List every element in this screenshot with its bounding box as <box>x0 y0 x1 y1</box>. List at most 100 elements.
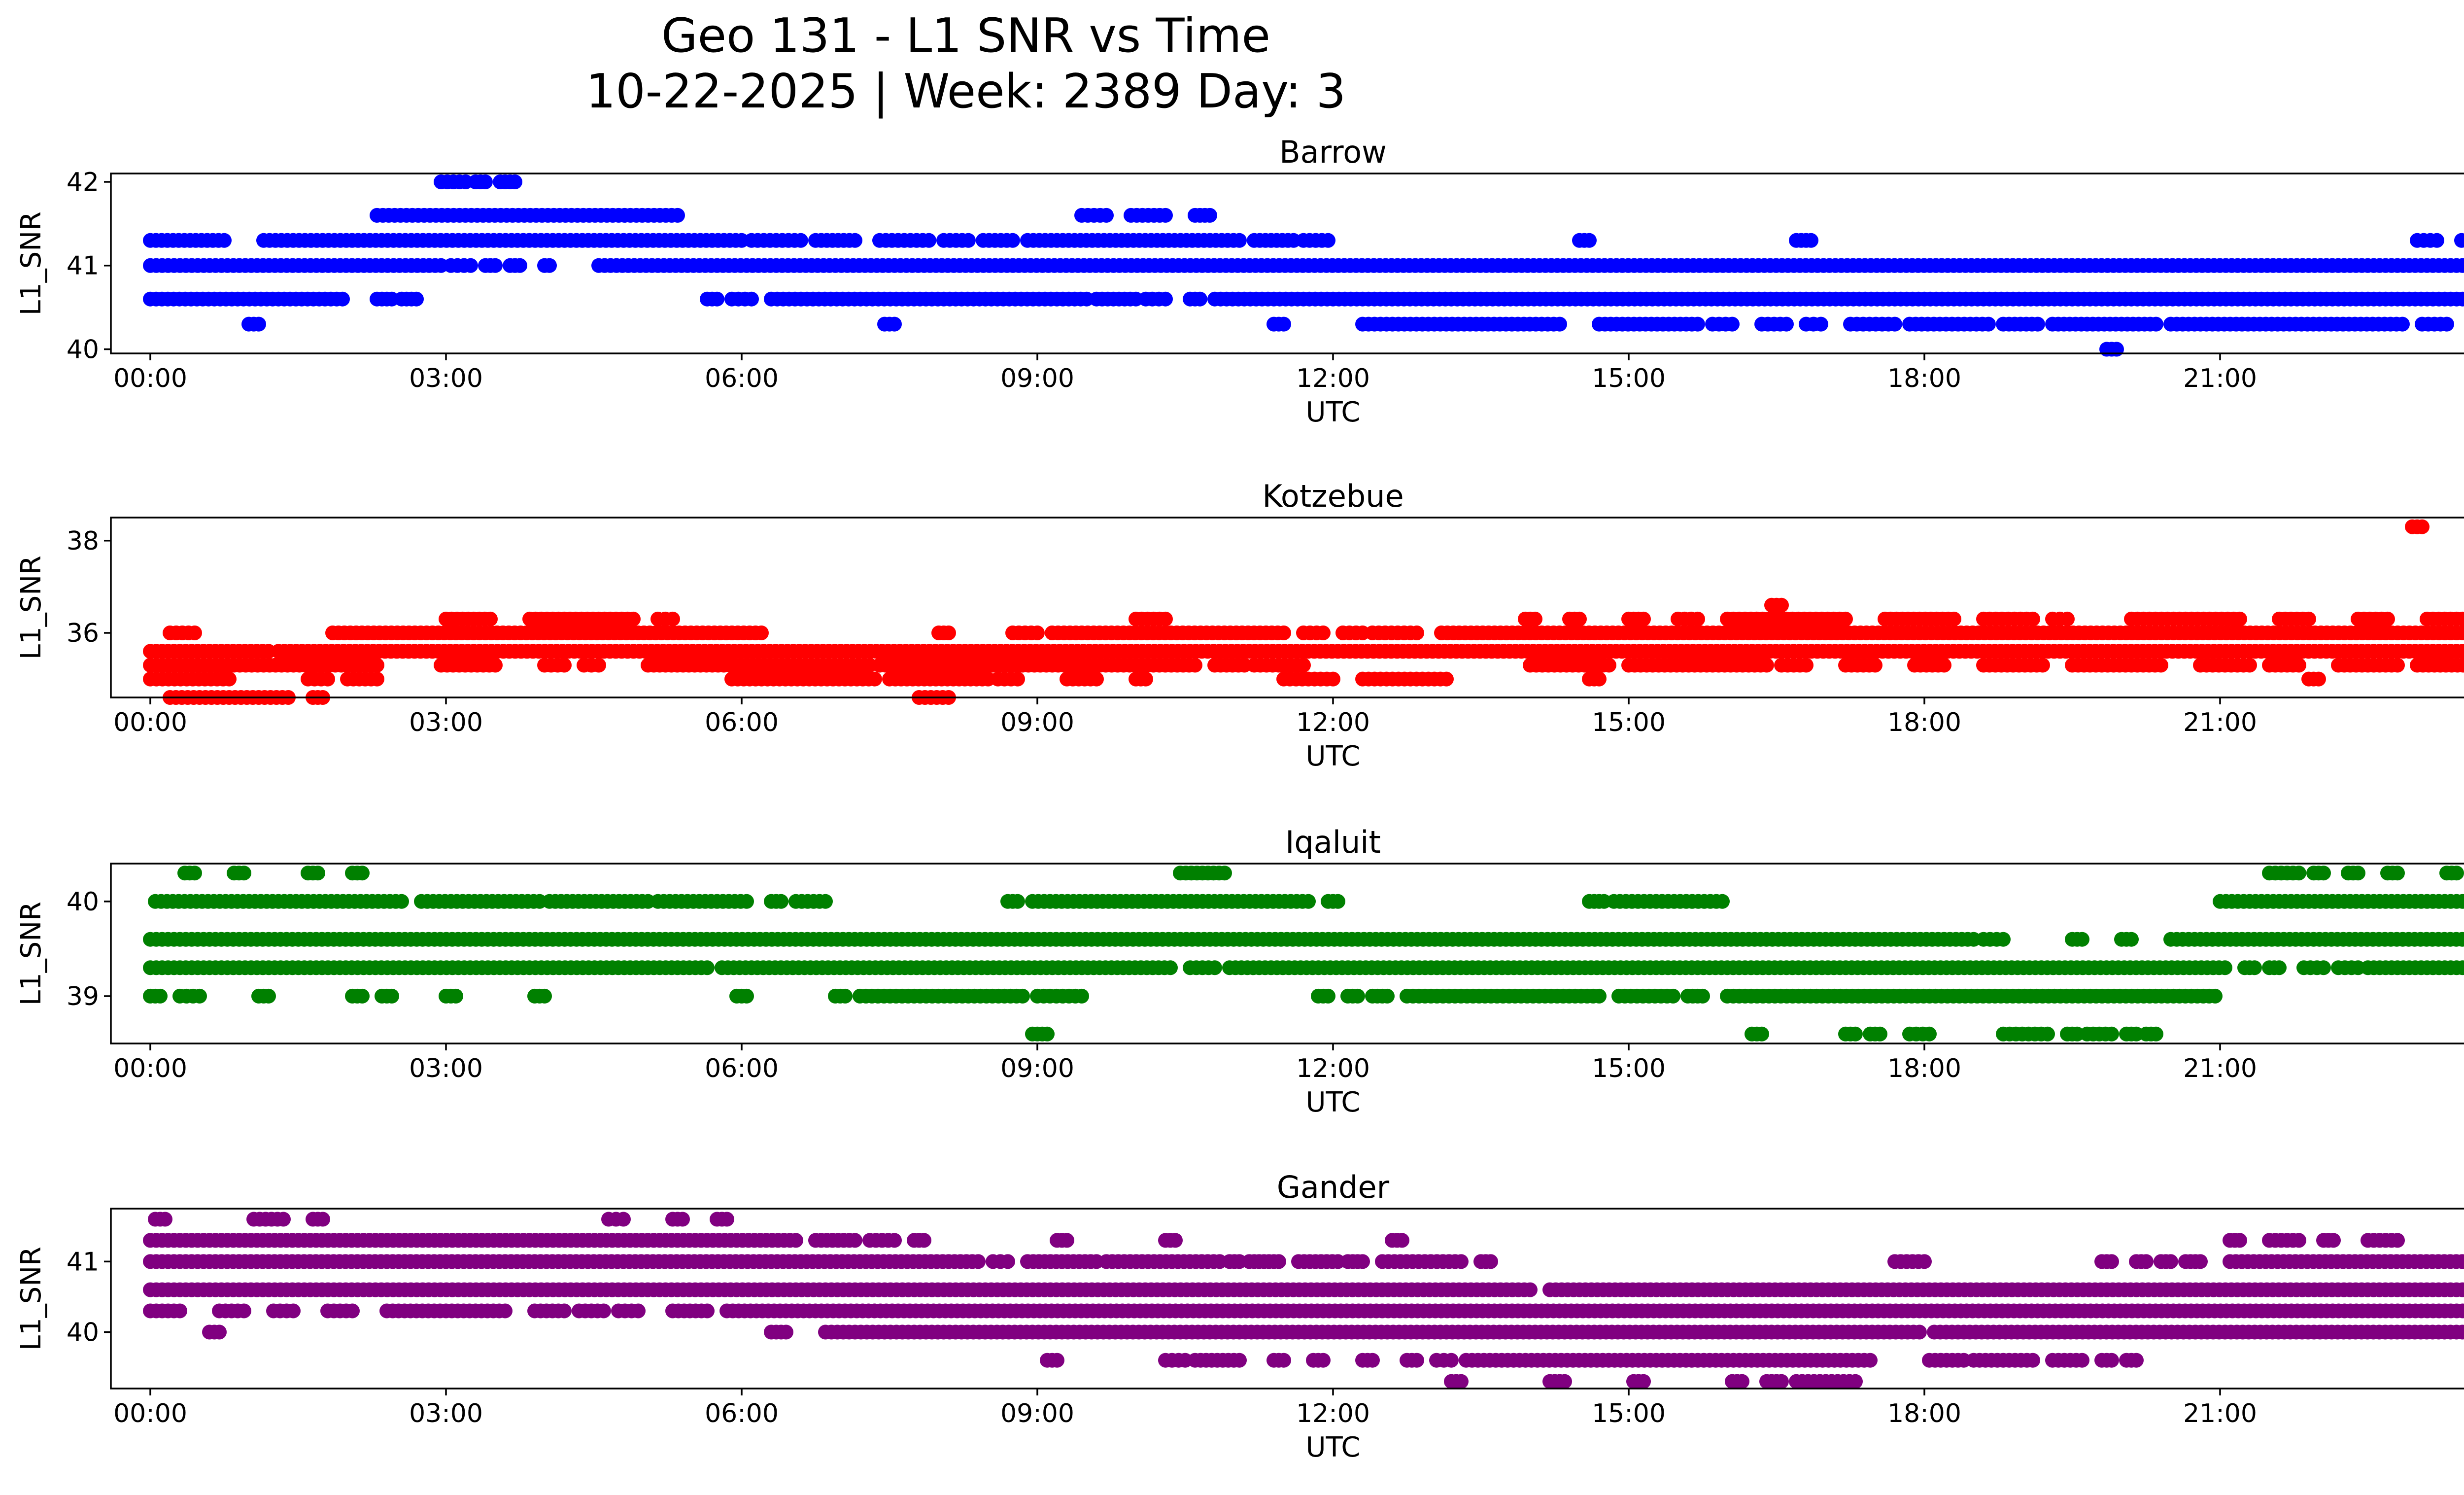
data-point <box>591 658 606 673</box>
data-point <box>1060 1233 1074 1248</box>
data-point <box>2461 895 2464 907</box>
data-point <box>2060 611 2075 626</box>
data-point <box>1380 988 1395 1004</box>
data-point <box>1010 671 1025 687</box>
data-point <box>355 988 370 1004</box>
data-point <box>1040 1026 1055 1042</box>
data-point <box>1947 611 1961 626</box>
data-point <box>2459 233 2464 247</box>
data-point <box>818 894 833 909</box>
data-point <box>739 894 754 909</box>
data-point <box>2449 866 2464 881</box>
panel-title: Barrow <box>1279 134 1387 170</box>
y-tick-label: 38 <box>67 526 99 556</box>
data-point <box>1439 671 1454 687</box>
data-point <box>2455 960 2464 975</box>
data-point <box>1326 671 1340 687</box>
data-point <box>1099 208 1114 223</box>
data-point <box>158 1212 172 1227</box>
data-point <box>1395 1233 1409 1248</box>
data-point <box>941 626 956 640</box>
data-point <box>700 960 715 975</box>
data-point <box>2326 1233 2341 1248</box>
data-point <box>384 988 399 1004</box>
data-point <box>2461 1284 2464 1296</box>
data-point <box>1276 626 1291 640</box>
data-point <box>961 233 976 248</box>
x-tick-label: 12:00 <box>1296 708 1370 737</box>
data-point <box>1754 1026 1769 1042</box>
y-tick-label: 42 <box>67 168 99 197</box>
data-point <box>2380 611 2395 626</box>
data-point <box>1690 611 1705 626</box>
data-point <box>320 671 335 687</box>
data-point <box>675 1212 690 1227</box>
data-point <box>2439 316 2454 332</box>
data-point <box>2104 1254 2119 1269</box>
data-point <box>2455 932 2464 947</box>
data-point <box>1158 291 1173 307</box>
data-point <box>1814 316 1828 332</box>
data-point <box>2455 291 2464 307</box>
data-point <box>2149 1026 2163 1042</box>
data-point <box>498 1303 513 1319</box>
data-point <box>2109 342 2124 357</box>
data-point <box>1321 233 1335 248</box>
data-point <box>2455 611 2464 626</box>
data-point <box>1301 894 1316 909</box>
data-point <box>2242 658 2257 673</box>
data-point <box>1316 626 1331 640</box>
data-point <box>1774 597 1789 613</box>
x-tick-label: 09:00 <box>1000 364 1074 393</box>
data-point <box>2104 1026 2119 1042</box>
data-point <box>1779 316 1794 332</box>
data-point <box>478 174 493 189</box>
data-point <box>153 988 168 1004</box>
data-point <box>1695 988 1710 1004</box>
data-point <box>2139 1254 2154 1269</box>
data-point <box>2075 932 2089 947</box>
data-point <box>1271 1254 1286 1269</box>
data-point <box>1331 894 1345 909</box>
data-point <box>537 988 552 1004</box>
x-axis-label: UTC <box>1305 396 1360 428</box>
data-point <box>2316 960 2331 975</box>
data-point <box>355 866 370 881</box>
data-point <box>2311 671 2326 687</box>
data-point <box>1030 626 1045 640</box>
x-tick-label: 21:00 <box>2183 364 2257 393</box>
data-point <box>887 1233 902 1248</box>
data-point <box>217 233 232 248</box>
data-point <box>1759 658 1774 673</box>
data-point <box>1158 611 1173 626</box>
data-point <box>867 671 882 687</box>
data-point <box>2455 626 2464 640</box>
data-point <box>1089 671 1104 687</box>
data-point <box>1981 316 1996 332</box>
data-point <box>922 233 936 248</box>
x-tick-label: 03:00 <box>409 1054 483 1083</box>
x-tick-label: 15:00 <box>1592 1054 1666 1083</box>
data-point <box>488 258 503 273</box>
data-point <box>754 626 769 640</box>
data-point <box>2193 1254 2208 1269</box>
data-point <box>971 1254 986 1269</box>
data-point <box>1276 316 1291 332</box>
data-point <box>2163 1254 2178 1269</box>
x-tick-label: 18:00 <box>1887 708 1961 737</box>
data-point <box>488 658 503 673</box>
data-point <box>1873 1026 1887 1042</box>
x-tick-label: 00:00 <box>113 708 187 737</box>
data-point <box>665 611 680 626</box>
x-tick-label: 00:00 <box>113 364 187 393</box>
data-point <box>448 988 463 1004</box>
data-point <box>1917 1254 1932 1269</box>
data-point <box>710 291 724 307</box>
data-point <box>345 1303 360 1319</box>
data-point <box>2455 644 2464 659</box>
data-point <box>1592 671 1607 687</box>
data-point <box>1010 894 1025 909</box>
data-point <box>237 1303 251 1319</box>
